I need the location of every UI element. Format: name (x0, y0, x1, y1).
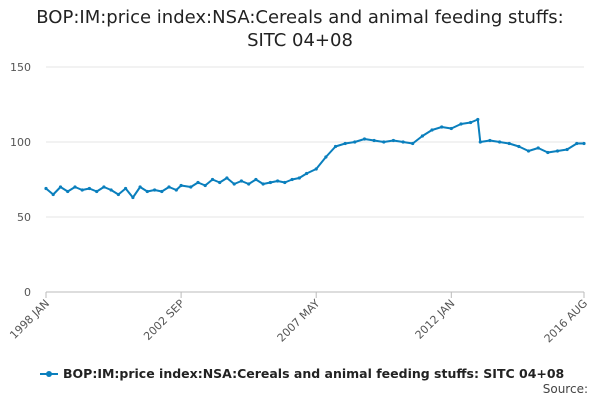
data-point-0-41 (353, 140, 357, 144)
x-tick-label-3: 2012 JAN (413, 297, 458, 342)
series-line-0 (45, 118, 584, 199)
data-point-0-62 (546, 150, 550, 155)
chart-title-line-1: BOP:IM:price index:NSA:Cereals and anima… (36, 7, 564, 28)
data-point-0-45 (391, 138, 395, 143)
series-layer (44, 117, 586, 200)
data-point-0-47 (411, 141, 415, 146)
data-point-0-32 (276, 179, 280, 183)
data-point-0-57 (498, 140, 502, 144)
data-point-0-26 (232, 182, 236, 186)
data-point-0-12 (131, 195, 135, 200)
data-point-0-29 (254, 177, 258, 182)
data-point-0-55 (478, 140, 482, 144)
data-point-0-53 (469, 120, 473, 125)
data-point-0-18 (174, 188, 178, 192)
y-tick-label-50: 50 (17, 211, 31, 224)
data-point-0-31 (268, 180, 272, 185)
data-point-0-24 (218, 180, 222, 185)
data-point-0-13 (138, 185, 142, 189)
data-point-0-66 (582, 141, 586, 146)
data-point-0-48 (420, 134, 424, 138)
data-point-0-8 (102, 185, 106, 189)
data-point-0-27 (239, 179, 243, 183)
data-point-0-22 (203, 183, 207, 188)
data-point-0-40 (343, 141, 347, 146)
data-point-0-46 (401, 140, 405, 144)
data-point-0-28 (247, 182, 251, 186)
data-point-0-37 (314, 167, 318, 171)
data-point-0-7 (95, 189, 99, 194)
data-point-0-2 (58, 185, 63, 189)
y-tick-label-100: 100 (10, 136, 31, 149)
data-point-0-1 (51, 192, 55, 197)
data-point-0-14 (145, 189, 149, 194)
data-point-0-38 (324, 155, 328, 159)
data-point-0-39 (333, 144, 338, 149)
legend[interactable]: BOP:IM:price index:NSA:Cereals and anima… (40, 366, 564, 381)
data-point-0-58 (507, 141, 511, 146)
data-point-0-23 (210, 177, 215, 182)
data-point-0-17 (167, 185, 171, 189)
data-point-0-33 (283, 180, 287, 185)
x-tick-label-0: 1998 JAN (7, 297, 52, 342)
x-tick-label-2: 2007 MAY (275, 297, 323, 345)
legend-label: BOP:IM:price index:NSA:Cereals and anima… (63, 366, 565, 381)
y-axis: 0 50 100 150 (10, 61, 31, 299)
data-point-0-56 (488, 138, 492, 143)
data-point-0-50 (440, 125, 444, 129)
data-point-0-16 (160, 189, 164, 194)
data-point-0-36 (305, 171, 309, 176)
data-point-0-3 (66, 189, 70, 194)
legend-marker-icon (40, 369, 58, 379)
data-point-0-9 (109, 188, 113, 192)
data-point-0-64 (565, 147, 569, 152)
data-point-0-35 (297, 176, 301, 180)
data-point-0-60 (526, 149, 531, 153)
data-point-0-20 (189, 185, 193, 189)
data-point-0-5 (80, 188, 84, 192)
x-tick-label-1: 2002 SEP (141, 297, 187, 343)
data-point-0-11 (124, 186, 128, 191)
data-point-0-25 (225, 176, 229, 180)
data-point-0-6 (87, 186, 91, 191)
y-tick-label-0: 0 (24, 286, 31, 299)
x-axis: 1998 JAN 2002 SEP 2007 MAY 2012 JAN 2016 AUG (7, 292, 590, 345)
data-point-0-21 (196, 180, 200, 185)
data-point-0-34 (290, 177, 294, 182)
data-point-0-52 (459, 122, 463, 126)
source-label: Source: (542, 382, 588, 396)
data-point-0-63 (555, 149, 560, 153)
data-point-0-65 (575, 141, 579, 146)
data-point-0-44 (382, 140, 386, 144)
data-point-0-30 (261, 182, 265, 186)
data-point-0-10 (116, 192, 120, 197)
data-point-0-59 (517, 144, 521, 149)
data-point-0-0 (44, 186, 48, 191)
gridlines (46, 66, 584, 293)
data-point-0-51 (449, 126, 453, 131)
chart-title-line-2: SITC 04+08 (247, 30, 353, 51)
data-point-0-43 (372, 138, 376, 143)
data-point-0-4 (73, 185, 77, 189)
x-tick-label-4: 2016 AUG (542, 297, 591, 346)
chart-title: BOP:IM:price index:NSA:Cereals and anima… (0, 6, 600, 52)
data-point-0-19 (179, 183, 183, 188)
data-point-0-49 (430, 128, 434, 132)
y-tick-label-150: 150 (10, 61, 31, 74)
data-point-0-15 (153, 188, 157, 192)
data-point-0-42 (362, 137, 367, 141)
data-point-0-61 (536, 146, 540, 150)
data-point-0-54 (476, 117, 480, 122)
